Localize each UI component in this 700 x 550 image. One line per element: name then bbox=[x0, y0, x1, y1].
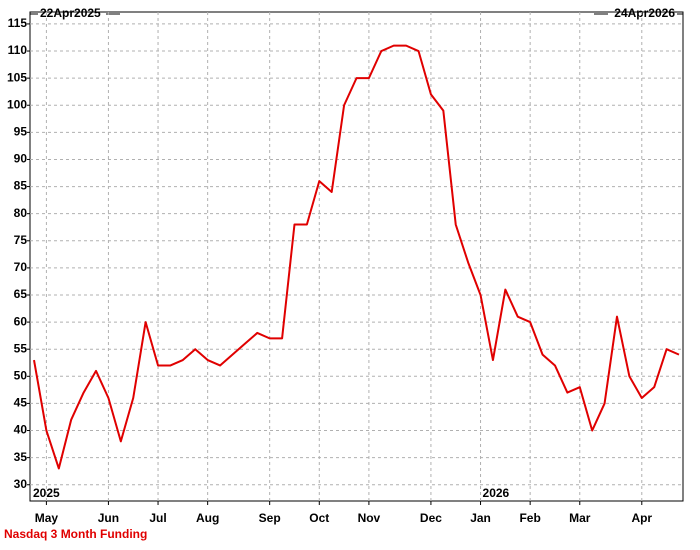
year-label: 2026 bbox=[483, 486, 510, 500]
y-tick-label: 115 bbox=[8, 16, 28, 30]
y-tick-label: 90 bbox=[14, 152, 28, 166]
x-tick-label: Dec bbox=[420, 511, 442, 525]
x-tick-label: Jan bbox=[470, 511, 491, 525]
y-tick-label: 70 bbox=[14, 260, 28, 274]
y-tick-label: 95 bbox=[14, 125, 28, 139]
data-line bbox=[33, 44, 680, 470]
y-tick-label: 55 bbox=[14, 341, 28, 355]
x-tick-label: Feb bbox=[519, 511, 540, 525]
x-tick-label: Sep bbox=[259, 511, 281, 525]
x-tick-label: Jun bbox=[98, 511, 119, 525]
plot-frame bbox=[29, 11, 684, 502]
y-tick-label: 80 bbox=[14, 206, 28, 220]
y-tick-label: 30 bbox=[14, 477, 28, 491]
y-tick-label: 35 bbox=[14, 450, 28, 464]
x-tick-label: Mar bbox=[569, 511, 591, 525]
end-label: 24Apr2026 bbox=[614, 6, 675, 20]
y-tick-label: 60 bbox=[14, 314, 28, 328]
chart-title: Nasdaq 3 Month Funding bbox=[4, 527, 147, 541]
y-tick-label: 105 bbox=[7, 70, 27, 84]
y-tick-label: 110 bbox=[8, 43, 28, 57]
y-tick-label: 85 bbox=[14, 179, 28, 193]
x-tick-label: May bbox=[35, 511, 59, 525]
start-label: 22Apr2025 bbox=[40, 6, 101, 20]
y-tick-label: 50 bbox=[14, 368, 28, 382]
x-tick-label: Aug bbox=[196, 511, 219, 525]
y-tick-label: 40 bbox=[14, 423, 28, 437]
y-tick-label: 45 bbox=[14, 396, 28, 410]
y-tick-label: 65 bbox=[14, 287, 28, 301]
year-label: 2025 bbox=[33, 486, 60, 500]
x-tick-label: Nov bbox=[358, 511, 381, 525]
x-tick-label: Oct bbox=[309, 511, 329, 525]
y-tick-label: 100 bbox=[7, 97, 27, 111]
x-tick-label: Apr bbox=[631, 511, 652, 525]
x-tick-label: Jul bbox=[149, 511, 166, 525]
y-tick-label: 75 bbox=[14, 233, 28, 247]
